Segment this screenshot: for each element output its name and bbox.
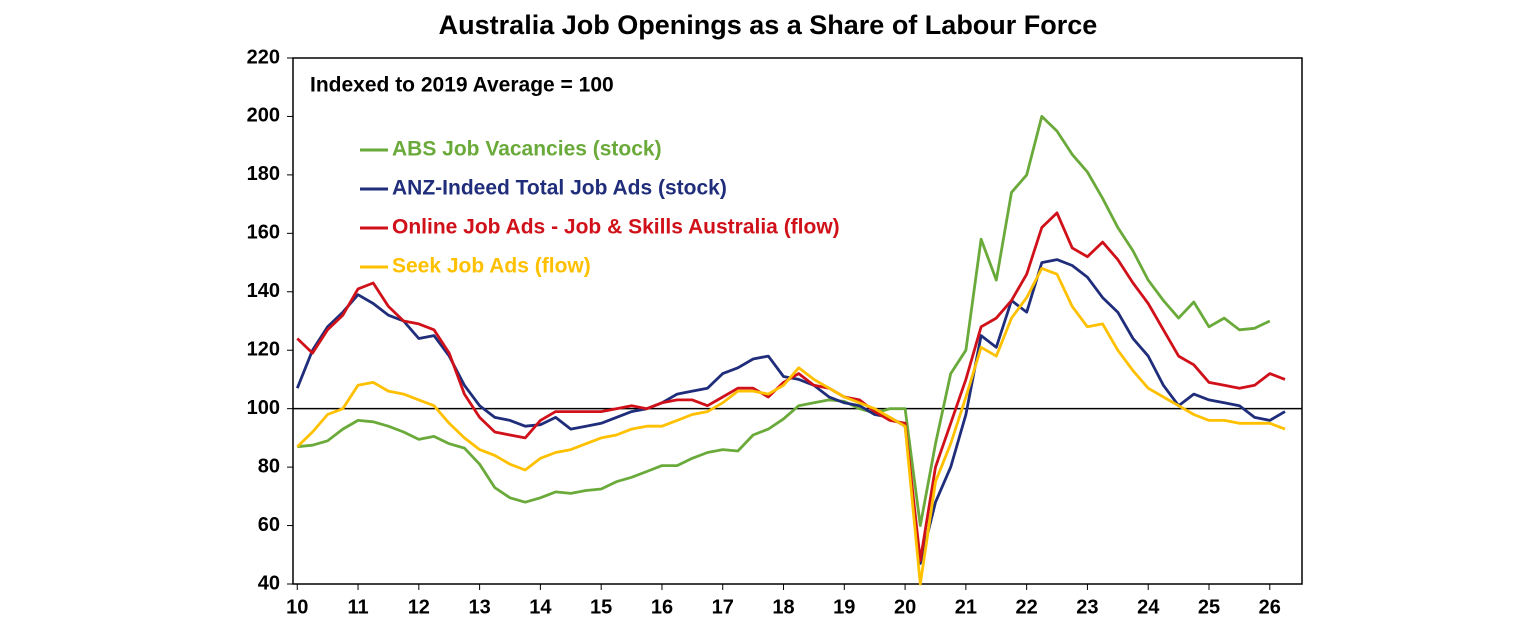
series-line bbox=[296, 267, 1286, 586]
plot-frame bbox=[292, 57, 1303, 585]
x-tick-label: 17 bbox=[712, 596, 734, 618]
y-tick-label: 160 bbox=[247, 222, 280, 244]
y-tick-label: 40 bbox=[258, 572, 280, 594]
y-tick-label: 140 bbox=[247, 280, 280, 302]
y-tick-label: 60 bbox=[258, 514, 280, 536]
series-line bbox=[297, 115, 1271, 527]
x-tick-label: 11 bbox=[347, 596, 368, 618]
y-tick-label: 180 bbox=[247, 163, 280, 185]
x-tick-label: 23 bbox=[1076, 596, 1098, 618]
legend-label: ANZ-Indeed Total Job Ads (stock) bbox=[392, 177, 727, 200]
x-tick-label: 18 bbox=[772, 596, 794, 618]
x-tick-label: 25 bbox=[1198, 596, 1220, 618]
x-tick-label: 16 bbox=[651, 596, 673, 618]
x-tick-label: 14 bbox=[529, 596, 552, 618]
x-tick-label: 22 bbox=[1016, 596, 1038, 618]
x-tick-label: 10 bbox=[286, 596, 308, 618]
chart-title: Australia Job Openings as a Share of Lab… bbox=[439, 10, 1098, 40]
x-tick-label: 13 bbox=[468, 596, 490, 618]
x-tick-label: 19 bbox=[833, 596, 855, 618]
x-tick-label: 24 bbox=[1137, 596, 1160, 618]
y-tick-label: 200 bbox=[247, 105, 280, 127]
legend-label: ABS Job Vacancies (stock) bbox=[392, 138, 662, 161]
subtitle: Indexed to 2019 Average = 100 bbox=[310, 74, 614, 97]
x-tick-label: 26 bbox=[1259, 596, 1281, 618]
legend-label: Online Job Ads - Job & Skills Australia … bbox=[392, 216, 840, 239]
x-tick-label: 21 bbox=[955, 596, 977, 618]
legend-label: Seek Job Ads (flow) bbox=[392, 255, 591, 278]
y-tick-label: 100 bbox=[247, 397, 280, 419]
y-tick-label: 220 bbox=[247, 46, 280, 68]
x-tick-label: 15 bbox=[590, 596, 612, 618]
x-tick-label: 20 bbox=[894, 596, 916, 618]
y-tick-label: 120 bbox=[247, 339, 280, 361]
y-tick-label: 80 bbox=[258, 455, 280, 477]
x-tick-label: 12 bbox=[408, 596, 430, 618]
